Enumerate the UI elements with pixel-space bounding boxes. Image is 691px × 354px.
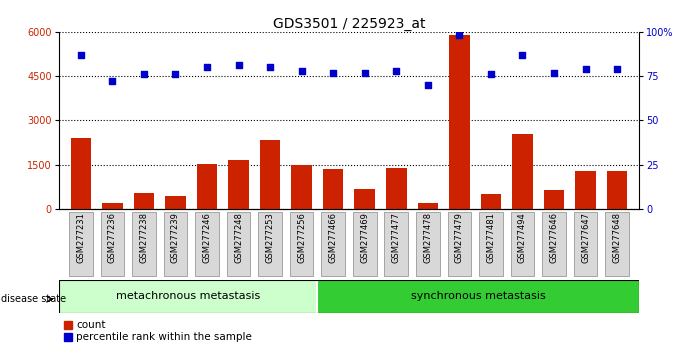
Text: GSM277231: GSM277231 xyxy=(76,212,85,263)
Text: GSM277253: GSM277253 xyxy=(265,212,274,263)
FancyBboxPatch shape xyxy=(100,212,124,276)
FancyBboxPatch shape xyxy=(164,212,187,276)
FancyBboxPatch shape xyxy=(132,212,155,276)
FancyBboxPatch shape xyxy=(290,212,314,276)
Bar xyxy=(607,171,627,209)
FancyBboxPatch shape xyxy=(321,212,345,276)
Text: GSM277469: GSM277469 xyxy=(360,212,369,263)
Text: GSM277494: GSM277494 xyxy=(518,212,527,263)
Point xyxy=(170,72,181,77)
FancyBboxPatch shape xyxy=(227,212,250,276)
Point xyxy=(265,64,276,70)
Point xyxy=(422,82,433,88)
Point xyxy=(107,79,118,84)
Point xyxy=(328,70,339,75)
Bar xyxy=(228,160,249,209)
Text: GSM277236: GSM277236 xyxy=(108,212,117,263)
Bar xyxy=(197,164,217,209)
Text: GSM277238: GSM277238 xyxy=(140,212,149,263)
Point xyxy=(296,68,307,74)
Point xyxy=(612,66,623,72)
Text: GSM277479: GSM277479 xyxy=(455,212,464,263)
Text: synchronous metastasis: synchronous metastasis xyxy=(410,291,545,302)
Bar xyxy=(449,35,470,209)
FancyBboxPatch shape xyxy=(258,212,282,276)
Point xyxy=(580,66,591,72)
Point xyxy=(233,63,244,68)
FancyBboxPatch shape xyxy=(605,212,629,276)
Point xyxy=(485,72,496,77)
Bar xyxy=(292,165,312,209)
Text: metachronous metastasis: metachronous metastasis xyxy=(115,291,260,302)
Bar xyxy=(576,171,596,209)
Point xyxy=(202,64,213,70)
Point xyxy=(138,72,149,77)
Text: GSM277648: GSM277648 xyxy=(613,212,622,263)
Bar xyxy=(323,169,343,209)
Text: GSM277646: GSM277646 xyxy=(549,212,558,263)
Title: GDS3501 / 225923_at: GDS3501 / 225923_at xyxy=(273,17,425,31)
Point xyxy=(454,33,465,38)
FancyBboxPatch shape xyxy=(195,212,219,276)
Text: GSM277478: GSM277478 xyxy=(424,212,433,263)
Point xyxy=(549,70,560,75)
Text: GSM277239: GSM277239 xyxy=(171,212,180,263)
Bar xyxy=(512,134,533,209)
Bar xyxy=(417,203,438,209)
Text: GSM277248: GSM277248 xyxy=(234,212,243,263)
Text: disease state: disease state xyxy=(1,294,66,304)
FancyBboxPatch shape xyxy=(416,212,439,276)
FancyBboxPatch shape xyxy=(479,212,503,276)
Point xyxy=(75,52,86,58)
FancyBboxPatch shape xyxy=(59,280,316,313)
Bar xyxy=(544,190,565,209)
Text: GSM277256: GSM277256 xyxy=(297,212,306,263)
FancyBboxPatch shape xyxy=(542,212,566,276)
FancyBboxPatch shape xyxy=(574,212,598,276)
Bar xyxy=(260,141,281,209)
Point xyxy=(359,70,370,75)
FancyBboxPatch shape xyxy=(353,212,377,276)
Bar xyxy=(102,203,122,209)
Bar xyxy=(386,168,406,209)
Text: GSM277246: GSM277246 xyxy=(202,212,211,263)
Legend: count, percentile rank within the sample: count, percentile rank within the sample xyxy=(64,320,252,342)
Point xyxy=(517,52,528,58)
Text: GSM277477: GSM277477 xyxy=(392,212,401,263)
FancyBboxPatch shape xyxy=(511,212,534,276)
Bar xyxy=(133,193,154,209)
FancyBboxPatch shape xyxy=(69,212,93,276)
Text: GSM277481: GSM277481 xyxy=(486,212,495,263)
FancyBboxPatch shape xyxy=(316,280,639,313)
Text: GSM277466: GSM277466 xyxy=(329,212,338,263)
Bar xyxy=(481,194,501,209)
Text: GSM277647: GSM277647 xyxy=(581,212,590,263)
FancyBboxPatch shape xyxy=(384,212,408,276)
Bar xyxy=(354,189,375,209)
Bar xyxy=(70,138,91,209)
Point xyxy=(390,68,401,74)
FancyBboxPatch shape xyxy=(448,212,471,276)
Bar xyxy=(165,196,186,209)
